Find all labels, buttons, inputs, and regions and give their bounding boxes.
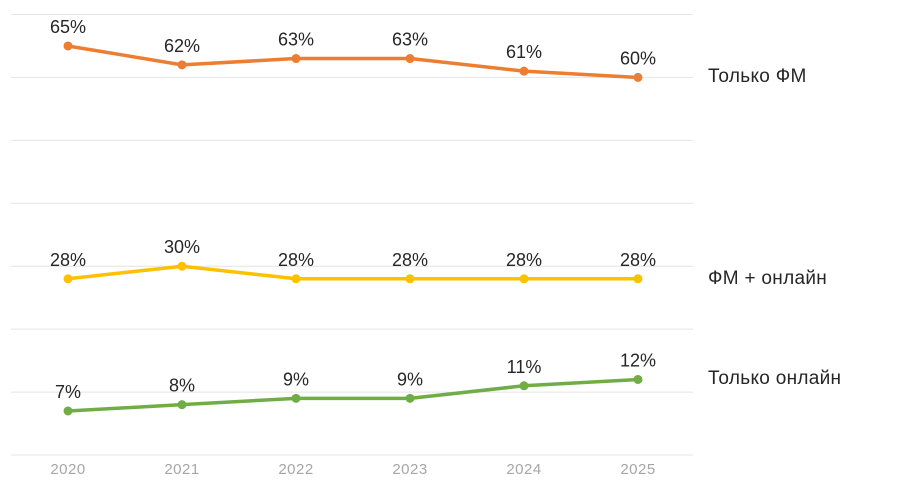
data-point-label: 28% [392,250,428,270]
data-point [63,274,73,284]
data-point [633,274,643,284]
x-tick-2023: 2023 [392,461,428,478]
data-point-label: 62% [164,36,200,56]
data-point [405,54,415,64]
series-label-only-online: Только онлайн [708,368,842,390]
data-point-label: 65% [50,17,86,37]
data-point-label: 61% [506,42,542,62]
data-point-label: 12% [620,350,656,370]
data-point [63,406,73,416]
data-point [63,41,73,51]
data-point-label: 28% [278,250,314,270]
data-point [291,54,301,64]
data-point [177,400,187,410]
x-tick-2021: 2021 [164,461,200,478]
x-tick-2025: 2025 [620,461,656,478]
data-point [177,60,187,70]
data-point-label: 7% [55,382,81,402]
data-point [405,274,415,284]
data-point-label: 30% [164,237,200,257]
data-point [177,261,187,271]
data-point [633,374,643,384]
series-label-only-fm: Только ФМ [708,66,807,88]
data-point-label: 9% [397,369,423,389]
data-point-label: 63% [278,30,314,50]
data-point-label: 28% [620,250,656,270]
data-point-label: 9% [283,369,309,389]
series-line-0 [66,44,640,80]
data-point-label: 63% [392,30,428,50]
data-point-label: 8% [169,376,195,396]
data-point [291,393,301,403]
series-line-1 [66,264,640,281]
data-point [291,274,301,284]
data-point-label: 11% [507,357,542,377]
data-point-label: 28% [506,250,542,270]
series-line-2 [66,377,640,413]
data-point [519,66,529,76]
series-label-fm-plus-online: ФМ + онлайн [708,267,828,289]
data-point [519,381,529,391]
x-tick-2024: 2024 [506,461,542,478]
data-point [633,72,643,82]
data-point-label: 60% [620,48,656,68]
x-tick-2022: 2022 [278,461,314,478]
data-point [519,274,529,284]
x-tick-2020: 2020 [50,461,86,478]
data-point [405,393,415,403]
data-point-label: 28% [50,250,86,270]
